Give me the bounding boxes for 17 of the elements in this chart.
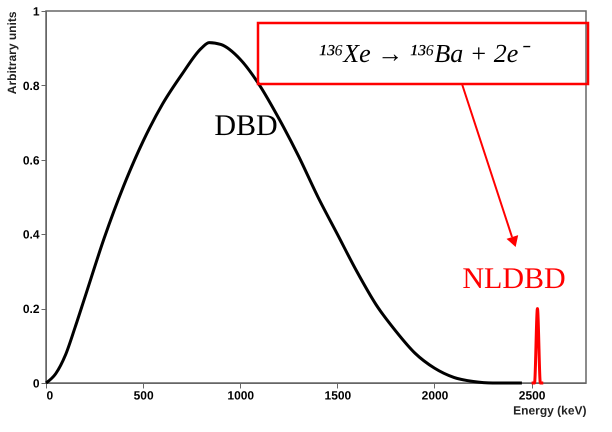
- x-tick-label: 1500: [324, 388, 352, 402]
- y-tick-label: 0: [32, 376, 40, 390]
- y-tick-label: 0.6: [22, 153, 40, 168]
- y-axis-title: Arbitrary units: [4, 11, 19, 94]
- x-tick-label: 500: [134, 388, 154, 402]
- y-tick-label: 0.4: [22, 228, 40, 242]
- annotation: NLDBD: [462, 262, 566, 295]
- y-tick-label: 1: [32, 4, 40, 18]
- x-tick-label: 2500: [518, 388, 546, 402]
- x-tick-label: 1000: [227, 388, 254, 402]
- y-tick-label: 0.8: [22, 78, 40, 93]
- annotation: ¹³⁶Xe → ¹³⁶Ba + 2e⁻: [318, 39, 530, 68]
- annotation: DBD: [214, 109, 278, 142]
- x-axis-title: Energy (keV): [513, 404, 587, 418]
- x-tick-label: 0: [46, 388, 54, 402]
- y-tick-label: 0.2: [22, 302, 40, 316]
- x-tick-label: 2000: [422, 388, 449, 402]
